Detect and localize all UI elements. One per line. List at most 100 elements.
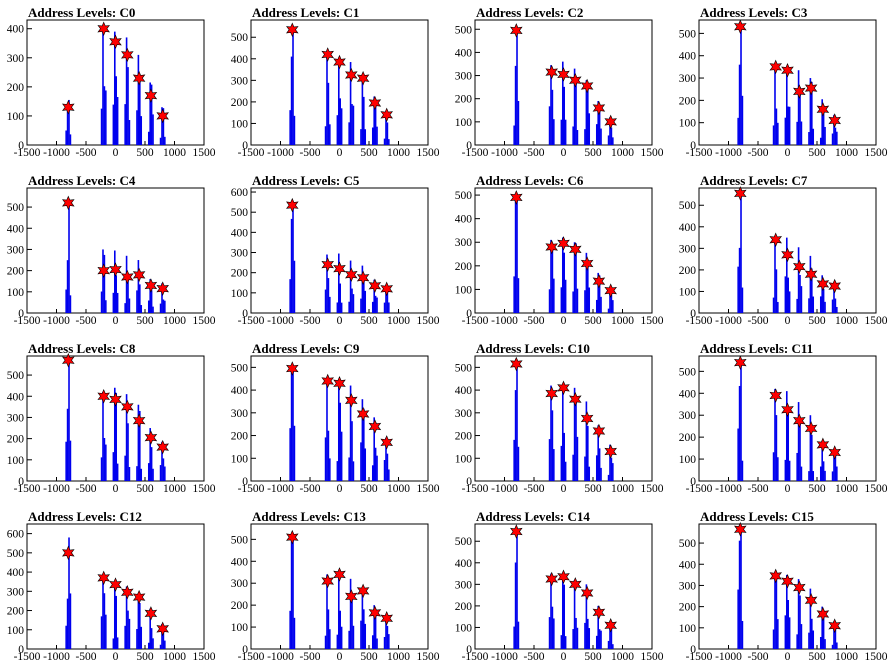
level-marker <box>286 22 299 37</box>
chart-title: Address Levels: C2 <box>476 5 583 20</box>
x-tick-label: 500 <box>584 315 602 327</box>
level-marker <box>557 569 570 585</box>
level-marker <box>510 190 523 205</box>
y-tick-label: 200 <box>679 265 697 277</box>
level-marker <box>345 67 358 83</box>
y-tick-label: 0 <box>242 308 248 320</box>
level-marker <box>97 263 110 278</box>
level-marker <box>545 239 558 255</box>
x-tick-label: -1000 <box>267 651 294 663</box>
y-tick-label: 500 <box>679 366 697 378</box>
y-tick-label: 200 <box>455 261 473 273</box>
chart-title: Address Levels: C3 <box>700 5 808 20</box>
y-tick-label: 200 <box>455 601 473 613</box>
y-tick-label: 500 <box>231 207 249 219</box>
y-tick-label: 200 <box>679 95 697 107</box>
y-tick-label: 400 <box>7 223 25 235</box>
y-tick-label: 400 <box>455 214 473 226</box>
x-tick-label: -1000 <box>43 147 70 159</box>
level-marker <box>333 567 346 582</box>
x-tick-label: -1500 <box>238 651 265 663</box>
level-marker <box>510 356 523 372</box>
y-tick-label: 600 <box>231 187 249 199</box>
x-tick-label: -500 <box>75 651 96 663</box>
level-marker <box>580 585 594 601</box>
x-tick-label: 500 <box>808 651 826 663</box>
level-marker <box>734 522 747 537</box>
y-tick-label: 100 <box>231 622 249 634</box>
x-tick-label: 0 <box>113 147 119 159</box>
level-marker <box>828 113 841 128</box>
level-marker <box>769 232 782 247</box>
y-tick-label: 200 <box>231 97 249 109</box>
level-marker <box>62 545 75 561</box>
level-marker <box>793 580 806 595</box>
x-tick-label: -500 <box>523 147 544 159</box>
x-tick-label: 1000 <box>163 147 186 159</box>
y-tick-label: 100 <box>7 287 25 299</box>
x-tick-label: 0 <box>561 651 567 663</box>
y-tick-label: 500 <box>7 202 25 214</box>
x-tick-label: 1000 <box>611 315 634 327</box>
x-tick-label: 0 <box>337 315 343 327</box>
x-tick-label: 1500 <box>417 315 440 327</box>
level-marker <box>321 47 334 62</box>
x-tick-label: 1000 <box>163 483 186 495</box>
y-tick-label: 300 <box>7 412 25 424</box>
level-marker <box>804 80 818 96</box>
level-marker <box>333 376 346 391</box>
x-tick-label: 1500 <box>641 651 664 663</box>
y-tick-label: 500 <box>231 362 249 374</box>
level-marker <box>804 421 818 436</box>
level-marker <box>734 186 747 201</box>
x-tick-label: 1500 <box>865 483 888 495</box>
x-tick-label: 1000 <box>835 651 858 663</box>
level-marker <box>580 411 594 426</box>
y-tick-label: 0 <box>242 140 248 152</box>
y-tick-label: 500 <box>455 24 473 36</box>
y-tick-label: 100 <box>455 117 473 129</box>
chart-title: Address Levels: C12 <box>28 509 142 524</box>
x-tick-label: 0 <box>785 651 791 663</box>
x-tick-label: 0 <box>785 315 791 327</box>
y-tick-label: 200 <box>7 434 25 446</box>
chart-title: Address Levels: C5 <box>252 173 360 188</box>
y-tick-label: 100 <box>7 455 25 467</box>
x-tick-label: 1500 <box>641 147 664 159</box>
x-tick-label: 1000 <box>835 147 858 159</box>
y-tick-label: 500 <box>455 190 473 202</box>
x-tick-label: -500 <box>75 483 96 495</box>
y-tick-label: 100 <box>679 118 697 130</box>
level-marker <box>356 70 370 86</box>
x-tick-label: 1000 <box>835 315 858 327</box>
level-marker <box>604 444 617 459</box>
x-tick-label: -1500 <box>462 483 489 495</box>
y-tick-label: 100 <box>455 453 473 465</box>
level-marker <box>368 278 382 294</box>
level-marker <box>804 593 818 608</box>
level-marker <box>781 62 794 78</box>
level-marker <box>97 570 110 586</box>
x-tick-label: 1000 <box>387 147 410 159</box>
y-tick-label: 0 <box>242 476 248 488</box>
chart-panel-c2: Address Levels: C20100200300400500-1500-… <box>455 5 664 159</box>
x-tick-label: -500 <box>299 315 320 327</box>
x-tick-label: 500 <box>584 483 602 495</box>
x-tick-label: -500 <box>747 315 768 327</box>
level-marker <box>580 78 594 94</box>
x-tick-label: 1000 <box>163 315 186 327</box>
level-marker <box>144 606 158 621</box>
level-marker <box>816 276 830 292</box>
x-tick-label: -1500 <box>686 315 713 327</box>
y-tick-label: 400 <box>7 24 25 36</box>
x-tick-label: 1500 <box>641 483 664 495</box>
y-tick-label: 500 <box>679 28 697 40</box>
chart-panel-c13: Address Levels: C13 0 100 200 300 400 500 -1500… <box>231 509 440 663</box>
chart-title: Address Levels: C11 <box>700 341 813 356</box>
y-tick-label: 500 <box>455 536 473 548</box>
level-marker <box>545 386 558 401</box>
x-tick-label: 0 <box>337 651 343 663</box>
level-marker <box>557 380 570 396</box>
x-tick-label: 500 <box>360 651 378 663</box>
